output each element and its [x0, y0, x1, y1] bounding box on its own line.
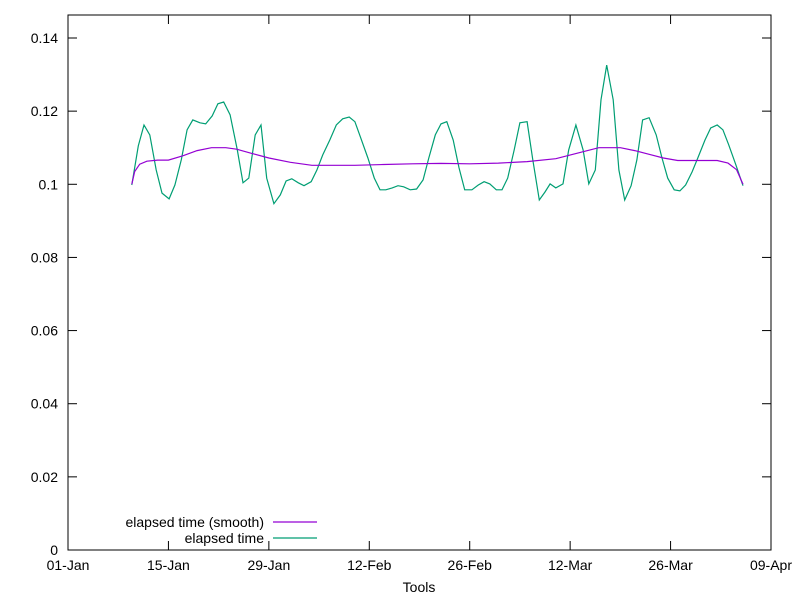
legend: elapsed time (smooth)elapsed time: [125, 514, 317, 546]
x-tick-label: 12-Mar: [548, 557, 593, 573]
x-axis-label: Tools: [403, 579, 436, 595]
x-tick-label: 26-Feb: [448, 557, 493, 573]
y-tick-label: 0: [50, 542, 58, 558]
y-tick-label: 0.1: [39, 176, 59, 192]
y-tick-label: 0.12: [31, 103, 58, 119]
x-tick-label: 15-Jan: [147, 557, 190, 573]
legend-label: elapsed time (smooth): [125, 514, 264, 530]
x-tick-label: 12-Feb: [347, 557, 392, 573]
series-line-smooth: [131, 147, 744, 185]
series-group: [131, 64, 744, 206]
legend-label: elapsed time: [185, 530, 265, 546]
x-tick-label: 26-Mar: [648, 557, 693, 573]
axis-ticks: 0 0.02 0.04 0.06 0.08 0.1 0.12 0.14 01-Jan 15-Jan…: [31, 15, 792, 573]
plot-frame: [67, 14, 772, 551]
y-tick-label: 0.02: [31, 469, 58, 485]
y-tick-label: 0.08: [31, 249, 58, 265]
x-tick-label: 01-Jan: [47, 557, 90, 573]
series-line-elapsed-time: [131, 64, 744, 206]
y-tick-label: 0.04: [31, 396, 58, 412]
y-tick-label: 0.14: [31, 30, 58, 46]
x-tick-label: 09-Apr: [750, 557, 792, 573]
y-tick-label: 0.06: [31, 323, 58, 339]
x-tick-label: 29-Jan: [247, 557, 290, 573]
